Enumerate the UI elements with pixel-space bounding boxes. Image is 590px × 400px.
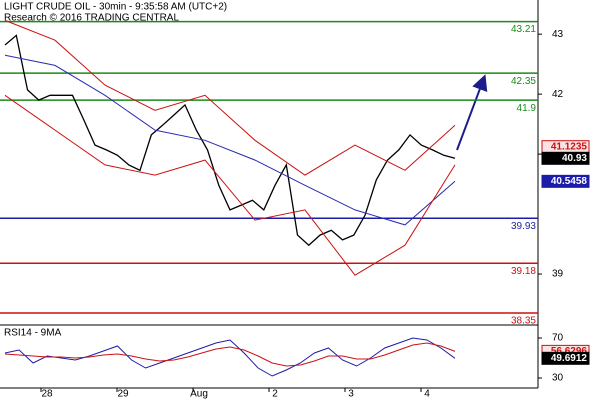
series-line	[4, 54, 456, 226]
level-label: 39.93	[511, 221, 536, 232]
price-tag-label: 41.1235	[551, 141, 588, 152]
series-line	[4, 34, 456, 247]
forecast-arrow	[456, 74, 488, 151]
y-tick-label: 30	[552, 373, 564, 384]
y-tick-label: 70	[552, 333, 564, 344]
x-tick-label: 4	[424, 389, 430, 400]
price-tag-label: 56.6296	[551, 346, 588, 357]
price-tag-label: 40.93	[562, 153, 587, 164]
x-tick-label: 28	[41, 389, 53, 400]
price-tag	[541, 351, 590, 365]
chart-title: LIGHT CRUDE OIL - 30min - 9:35:58 AM (UT…	[4, 2, 227, 13]
level-label: 38.35	[511, 316, 536, 327]
series-line	[4, 337, 456, 377]
y-tick-label: 42	[552, 89, 564, 100]
level-label: 39.18	[511, 266, 536, 277]
x-tick-label: 29	[117, 389, 129, 400]
price-tag-label: 40.5458	[551, 176, 588, 187]
rsi-title: RSI14 - 9MA	[4, 328, 62, 339]
series-line	[4, 342, 456, 367]
series-line	[4, 94, 456, 276]
x-tick-label: 3	[348, 389, 354, 400]
price-tag	[541, 174, 590, 188]
level-label: 41.9	[517, 103, 537, 114]
y-tick-label: 39	[552, 269, 564, 280]
x-tick-label: Aug	[190, 389, 208, 400]
price-tag	[541, 151, 590, 165]
series-line	[4, 19, 456, 176]
y-tick-label: 43	[552, 29, 564, 40]
level-label: 42.35	[511, 76, 536, 87]
level-label: 43.21	[511, 24, 536, 35]
price-tag-label: 49.6912	[551, 353, 588, 364]
chart-subtitle: Research © 2016 TRADING CENTRAL	[4, 13, 179, 24]
x-tick-label: 2	[272, 389, 278, 400]
